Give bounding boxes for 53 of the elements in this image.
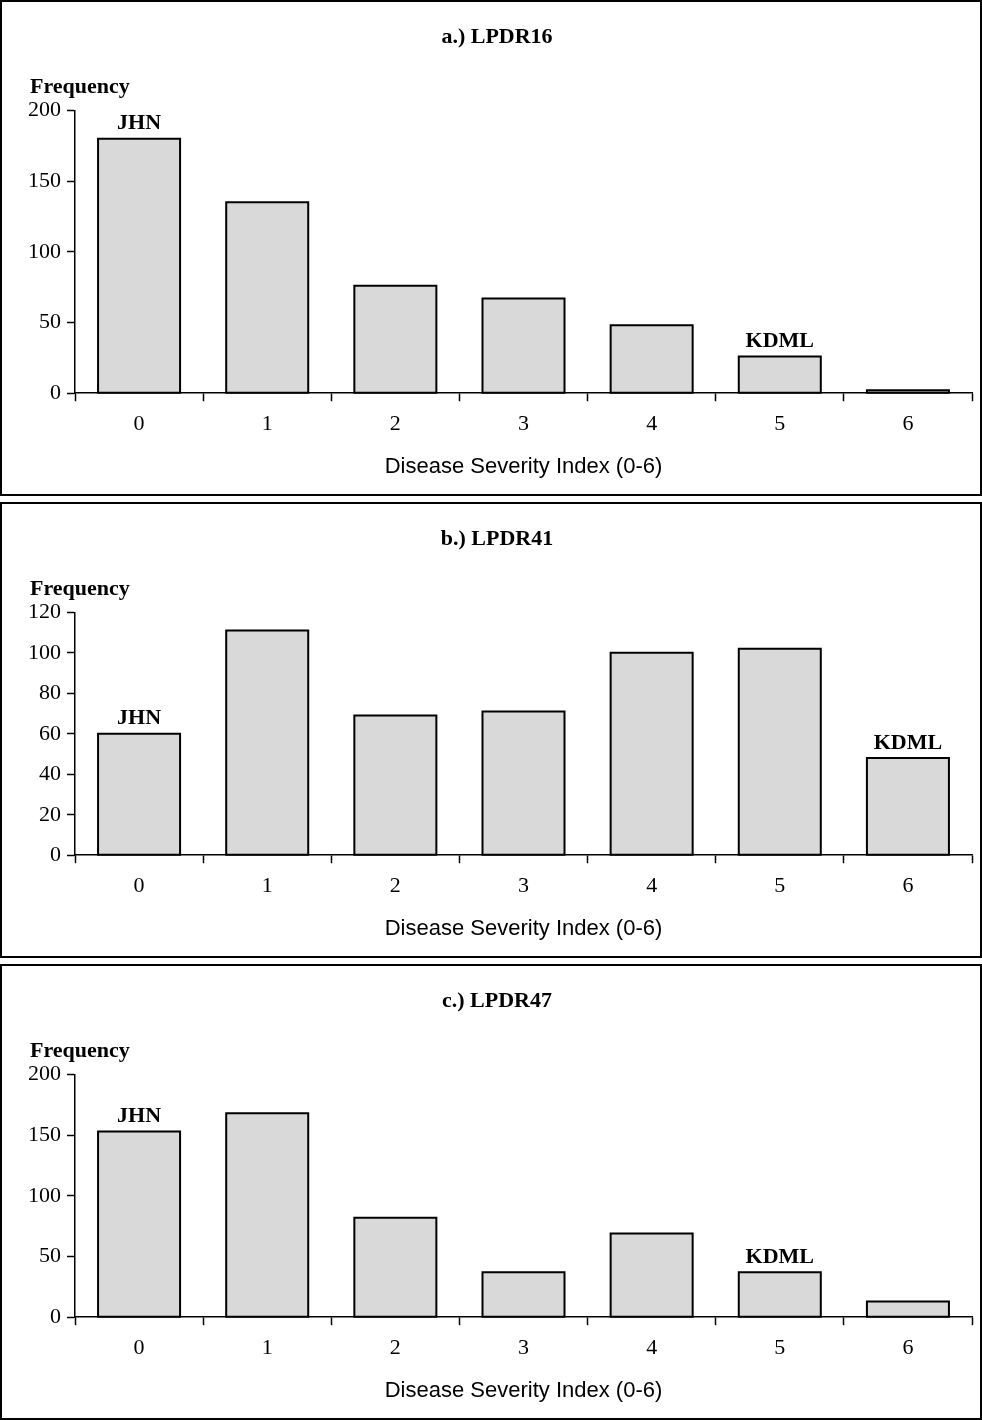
x-tick-label: 4 [646, 410, 658, 436]
y-tick-label: 0 [50, 840, 61, 866]
x-tick-label: 5 [774, 1334, 786, 1360]
y-tick-label: 100 [28, 638, 61, 664]
x-axis-title: Disease Severity Index (0-6) [384, 1376, 663, 1402]
x-tick-label: 6 [902, 1334, 914, 1360]
y-tick-label: 100 [28, 1181, 61, 1207]
y-tick-label: 120 [28, 598, 61, 624]
x-tick-label: 2 [389, 872, 401, 898]
annotation: KDML [745, 1242, 815, 1268]
y-tick-label: 80 [39, 679, 61, 705]
x-tick-label: 3 [518, 1334, 529, 1360]
chart-title: b.) LPDR41 [440, 524, 554, 550]
y-tick-label: 150 [28, 1120, 61, 1146]
x-tick-label: 4 [646, 1334, 658, 1360]
y-tick-label: 0 [50, 378, 61, 404]
x-tick-label: 1 [261, 1334, 273, 1360]
y-tick-label: 200 [28, 96, 61, 122]
x-tick-label: 0 [133, 1334, 145, 1360]
x-tick-label: 0 [133, 410, 145, 436]
annotation: JHN [117, 704, 162, 730]
x-tick-label: 4 [646, 872, 658, 898]
y-tick-label: 60 [39, 719, 61, 745]
x-axis-title: Disease Severity Index (0-6) [384, 914, 663, 940]
y-tick-label: 0 [50, 1302, 61, 1328]
x-tick-label: 5 [774, 410, 786, 436]
chart-title: c.) LPDR47 [442, 986, 552, 1012]
x-tick-label: 1 [261, 872, 273, 898]
x-tick-label: 5 [774, 872, 786, 898]
x-tick-label: 1 [261, 410, 273, 436]
x-axis-title: Disease Severity Index (0-6) [384, 452, 663, 478]
x-tick-label: 0 [133, 872, 145, 898]
y-axis-title: Frequency [30, 1037, 130, 1063]
x-tick-label: 6 [902, 872, 914, 898]
annotation: JHN [117, 1102, 162, 1128]
y-tick-label: 150 [28, 166, 61, 192]
x-tick-label: 3 [518, 872, 529, 898]
annotation: KDML [873, 728, 943, 754]
y-tick-label: 50 [39, 308, 61, 334]
annotation: KDML [745, 327, 815, 353]
x-tick-label: 2 [389, 1334, 401, 1360]
x-tick-label: 2 [389, 410, 401, 436]
y-axis-title: Frequency [30, 73, 130, 99]
chart-title: a.) LPDR16 [441, 22, 553, 48]
x-tick-label: 3 [518, 410, 529, 436]
annotation: JHN [117, 109, 162, 135]
y-tick-label: 40 [39, 760, 61, 786]
y-tick-label: 200 [28, 1060, 61, 1086]
x-tick-label: 6 [902, 410, 914, 436]
y-axis-title: Frequency [30, 575, 130, 601]
y-tick-label: 100 [28, 237, 61, 263]
y-tick-label: 20 [39, 800, 61, 826]
y-tick-label: 50 [39, 1242, 61, 1268]
